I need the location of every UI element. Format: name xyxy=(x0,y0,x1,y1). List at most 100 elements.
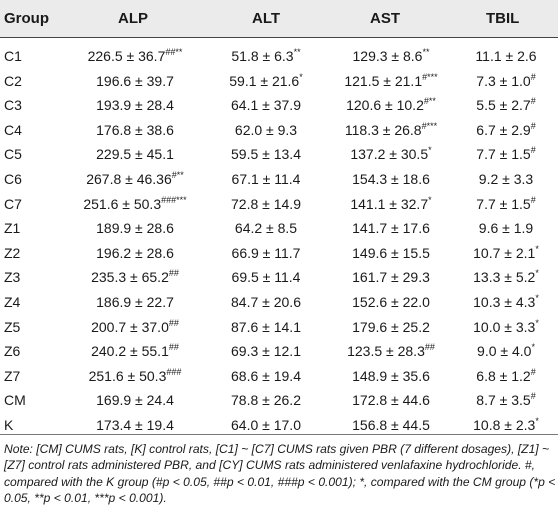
cell-alt-value: 67.1 ± 11.4 xyxy=(231,170,301,187)
table-row: Z2 196.2 ± 28.6 66.9 ± 11.7 149.6 ± 15.5 10.… xyxy=(0,241,558,266)
cell-group: C4 xyxy=(4,118,22,143)
cell-tbil-value: 10.8 ± 2.3 xyxy=(473,416,536,433)
cell-ast-significance: ## xyxy=(424,342,435,353)
cell-ast: 156.8 ± 44.5 xyxy=(330,413,452,438)
cell-alp: 200.7 ± 37.0## xyxy=(70,315,200,340)
cell-group: C6 xyxy=(4,167,22,192)
cell-alt: 69.5 ± 11.4 xyxy=(210,265,322,290)
cell-ast-value: 137.2 ± 30.5 xyxy=(350,146,429,163)
cell-alp: 173.4 ± 19.4 xyxy=(70,413,200,438)
cell-ast-value: 141.1 ± 32.7 xyxy=(350,195,429,212)
header-ast: AST xyxy=(370,10,400,27)
cell-alp: 186.9 ± 22.7 xyxy=(70,290,200,315)
cell-tbil-significance: # xyxy=(530,366,536,377)
cell-alp: 229.5 ± 45.1 xyxy=(70,142,200,167)
cell-alt-value: 64.2 ± 8.5 xyxy=(234,220,298,237)
cell-tbil-significance: # xyxy=(530,391,536,402)
table-row: CM 169.9 ± 24.4 78.8 ± 26.2 172.8 ± 44.6 8.7… xyxy=(0,388,558,413)
cell-ast-value: 129.3 ± 8.6 xyxy=(352,48,423,64)
cell-alp-value: 196.2 ± 28.6 xyxy=(96,244,174,261)
cell-tbil-significance: # xyxy=(530,120,536,131)
header-alp: ALP xyxy=(118,10,148,27)
cell-ast: 141.1 ± 32.7* xyxy=(330,192,452,217)
cell-ast-significance: * xyxy=(428,145,432,156)
cell-tbil-value: 10.0 ± 3.3 xyxy=(473,318,536,335)
cell-tbil-significance: * xyxy=(535,268,539,279)
cell-ast-significance: #*** xyxy=(421,120,438,131)
cell-tbil-value: 8.7 ± 3.5 xyxy=(476,392,531,409)
cell-group: Z1 xyxy=(4,216,20,241)
cell-group: Z5 xyxy=(4,315,20,340)
cell-group: C5 xyxy=(4,142,22,167)
table-row: K 173.4 ± 19.4 64.0 ± 17.0 156.8 ± 44.5 10.8… xyxy=(0,413,558,438)
cell-ast: 172.8 ± 44.6 xyxy=(330,388,452,413)
cell-alp: 226.5 ± 36.7##** xyxy=(70,44,200,69)
table-row: Z3 235.3 ± 65.2## 69.5 ± 11.4 161.7 ± 29.3 1… xyxy=(0,265,558,290)
cell-alt-value: 68.6 ± 19.4 xyxy=(231,367,301,384)
cell-ast-value: 123.5 ± 28.3 xyxy=(347,343,425,360)
cell-tbil: 10.0 ± 3.3* xyxy=(456,315,556,340)
cell-alt-value: 64.0 ± 17.0 xyxy=(231,416,301,433)
cell-alt: 59.5 ± 13.4 xyxy=(210,142,322,167)
cell-ast-value: 118.3 ± 26.8 xyxy=(344,121,422,138)
cell-alp-value: 226.5 ± 36.7 xyxy=(87,48,166,64)
cell-alp-significance: ### xyxy=(166,366,182,377)
table-body: C1 226.5 ± 36.7##** 51.8 ± 6.3** 129.3 ± 8.… xyxy=(0,44,558,438)
cell-alt-significance: * xyxy=(299,71,303,82)
cell-group: C2 xyxy=(4,69,22,94)
cell-group: Z6 xyxy=(4,339,20,364)
cell-alp: 193.9 ± 28.4 xyxy=(70,93,200,118)
cell-alt-value: 69.3 ± 12.1 xyxy=(231,343,301,360)
cell-ast-significance: * xyxy=(428,194,432,205)
cell-alp: 189.9 ± 28.6 xyxy=(70,216,200,241)
cell-group-value: C4 xyxy=(4,121,22,138)
cell-ast-significance: #** xyxy=(423,96,436,107)
cell-tbil: 7.3 ± 1.0# xyxy=(456,69,556,94)
cell-ast-significance: ** xyxy=(422,47,430,57)
cell-alp-value: 240.2 ± 55.1 xyxy=(91,343,169,360)
cell-ast: 121.5 ± 21.1#*** xyxy=(330,69,452,94)
cell-alp: 235.3 ± 65.2## xyxy=(70,265,200,290)
cell-tbil-value: 6.8 ± 1.2 xyxy=(476,367,531,384)
cell-ast: 141.7 ± 17.6 xyxy=(330,216,452,241)
cell-alt-value: 62.0 ± 9.3 xyxy=(234,121,298,138)
cell-tbil-significance: * xyxy=(535,415,539,426)
cell-tbil-significance: * xyxy=(535,292,539,303)
cell-tbil-value: 5.5 ± 2.7 xyxy=(476,97,531,114)
cell-alt-value: 59.5 ± 13.4 xyxy=(231,146,301,163)
cell-tbil-value: 10.7 ± 2.1 xyxy=(473,244,536,261)
cell-tbil-value: 13.3 ± 5.2 xyxy=(473,269,536,286)
cell-tbil-value: 7.7 ± 1.5 xyxy=(476,195,531,212)
table-row: C3 193.9 ± 28.4 64.1 ± 37.9 120.6 ± 10.2#**… xyxy=(0,93,558,118)
cell-alp-value: 186.9 ± 22.7 xyxy=(96,293,174,310)
cell-tbil: 6.7 ± 2.9# xyxy=(456,118,556,143)
cell-ast-value: 172.8 ± 44.6 xyxy=(352,392,430,409)
cell-group: Z2 xyxy=(4,241,20,266)
cell-alt-value: 69.5 ± 11.4 xyxy=(231,269,301,286)
table-header: Group ALP ALT AST TBIL xyxy=(0,0,558,37)
cell-tbil-value: 7.7 ± 1.5 xyxy=(476,146,531,163)
cell-alp: 176.8 ± 38.6 xyxy=(70,118,200,143)
cell-alp-value: 267.8 ± 46.36 xyxy=(86,170,172,187)
cell-ast: 152.6 ± 22.0 xyxy=(330,290,452,315)
cell-alp-value: 229.5 ± 45.1 xyxy=(96,146,174,163)
cell-tbil: 5.5 ± 2.7# xyxy=(456,93,556,118)
cell-alp: 196.2 ± 28.6 xyxy=(70,241,200,266)
cell-alp: 251.6 ± 50.3###*** xyxy=(70,192,200,217)
cell-group-value: Z6 xyxy=(4,343,21,360)
cell-tbil: 9.0 ± 4.0* xyxy=(456,339,556,364)
cell-tbil: 7.7 ± 1.5# xyxy=(456,142,556,167)
table-row: C2 196.6 ± 39.7 59.1 ± 21.6* 121.5 ± 21.1#*… xyxy=(0,69,558,94)
cell-tbil-significance: # xyxy=(530,145,536,156)
cell-alt: 64.2 ± 8.5 xyxy=(210,216,322,241)
cell-tbil-significance: * xyxy=(535,243,539,254)
table-row: Z4 186.9 ± 22.7 84.7 ± 20.6 152.6 ± 22.0 10.… xyxy=(0,290,558,315)
cell-ast-value: 156.8 ± 44.5 xyxy=(352,416,430,433)
cell-tbil: 10.3 ± 4.3* xyxy=(456,290,556,315)
table-row: C5 229.5 ± 45.1 59.5 ± 13.4 137.2 ± 30.5* 7.… xyxy=(0,142,558,167)
cell-alt: 66.9 ± 11.7 xyxy=(210,241,322,266)
cell-alp-value: 169.9 ± 24.4 xyxy=(96,392,174,409)
cell-ast-value: 120.6 ± 10.2 xyxy=(346,97,424,114)
cell-tbil-significance: * xyxy=(531,342,535,353)
cell-group-value: Z7 xyxy=(4,367,21,384)
